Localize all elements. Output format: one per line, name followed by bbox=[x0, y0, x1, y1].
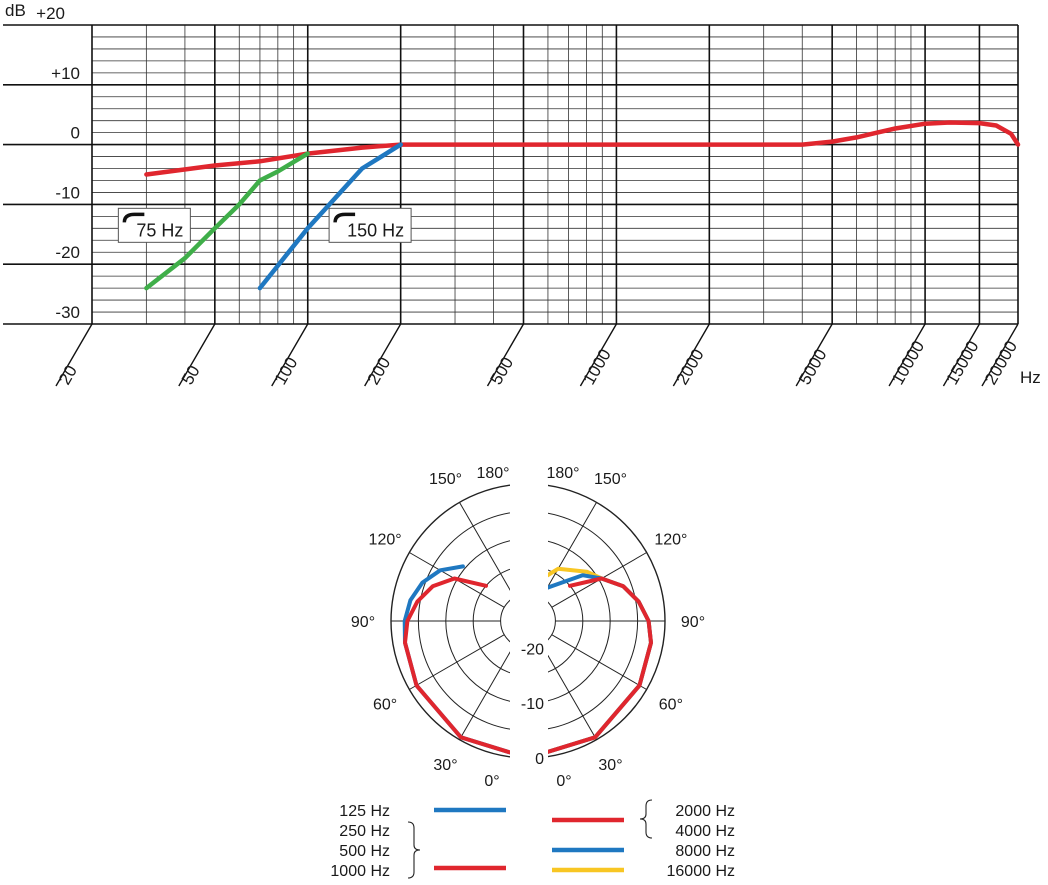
polar-angle-label: 150° bbox=[429, 471, 462, 488]
y-tick-label: +20 bbox=[36, 4, 65, 23]
legend-brace bbox=[639, 799, 653, 839]
polar-series-line bbox=[403, 576, 510, 755]
legend-label: 2000 Hz bbox=[675, 803, 735, 820]
x-tick-label: 100 bbox=[271, 354, 302, 388]
x-tick-mark bbox=[486, 323, 525, 387]
x-tick-label: 1000 bbox=[579, 346, 614, 388]
polar-radial-label: 0 bbox=[535, 751, 544, 768]
annotation-label: 75 Hz bbox=[136, 220, 183, 240]
x-tick-mark bbox=[178, 323, 216, 387]
x-tick-mark bbox=[672, 323, 710, 387]
x-tick-label: 2000 bbox=[672, 346, 707, 388]
y-tick-label: +10 bbox=[51, 64, 80, 83]
polar-angle-label: 0° bbox=[484, 773, 499, 790]
polar-angle-label: 0° bbox=[556, 773, 571, 790]
annotation-box: 75 Hz bbox=[117, 207, 191, 243]
legend-label: 8000 Hz bbox=[675, 843, 735, 860]
polar-series-line bbox=[548, 573, 653, 754]
polar-spoke bbox=[409, 634, 505, 690]
legend-label: 1000 Hz bbox=[330, 863, 390, 880]
x-tick-mark bbox=[579, 323, 618, 387]
y-tick-label: -20 bbox=[55, 243, 80, 262]
polar-half-left bbox=[390, 484, 510, 758]
polar-angle-label: 180° bbox=[546, 465, 579, 482]
legend: 125 Hz 250 Hz 500 Hz 1000 Hz 2000 Hz 4000 Hz 8… bbox=[330, 799, 736, 880]
filter-symbol-icon bbox=[122, 212, 145, 223]
y-tick-label: -10 bbox=[55, 183, 80, 202]
x-tick-mark bbox=[795, 323, 833, 387]
polar-spoke bbox=[548, 654, 597, 740]
polar-spoke bbox=[548, 502, 597, 588]
polar-angle-label: 150° bbox=[594, 471, 627, 488]
polar-angle-label: 60° bbox=[659, 697, 683, 714]
polar-angle-label: 90° bbox=[681, 614, 705, 631]
series-line bbox=[257, 142, 403, 291]
polar-radial-label: -10 bbox=[521, 696, 544, 713]
legend-brace bbox=[407, 821, 421, 879]
series-line bbox=[144, 151, 310, 291]
x-tick-label: 10000 bbox=[888, 338, 928, 388]
polar-angle-label: 120° bbox=[369, 532, 402, 549]
x-tick-mark bbox=[271, 323, 309, 387]
x-tick-label: 20 bbox=[55, 362, 81, 388]
annotation-box: 150 Hz bbox=[328, 207, 412, 243]
annotation-label: 150 Hz bbox=[347, 220, 404, 240]
polar-angle-label: 90° bbox=[351, 614, 375, 631]
legend-label: 4000 Hz bbox=[675, 823, 735, 840]
polar-center-hub bbox=[508, 601, 548, 641]
polar-spoke bbox=[551, 634, 647, 690]
frequency-response-chart: 20 50 100 200 500 1000 2000 5000 10000 1500020000… bbox=[3, 1, 1041, 388]
polar-spoke bbox=[459, 651, 510, 740]
polar-angle-label: 30° bbox=[433, 757, 457, 774]
x-axis-label: Hz bbox=[1020, 368, 1041, 387]
x-tick-mark bbox=[364, 323, 402, 387]
filter-symbol-icon bbox=[333, 212, 356, 223]
x-tick-label: 15000 bbox=[942, 338, 982, 388]
x-tick-label: 5000 bbox=[795, 346, 830, 388]
x-tick-label: 200 bbox=[364, 354, 395, 388]
x-tick-label: 50 bbox=[178, 362, 204, 388]
polar-angle-label: 30° bbox=[598, 757, 622, 774]
legend-label: 250 Hz bbox=[339, 823, 390, 840]
y-axis-label: dB bbox=[5, 1, 26, 20]
legend-label: 125 Hz bbox=[339, 803, 390, 820]
polar-series-line bbox=[548, 576, 653, 754]
y-tick-label: -30 bbox=[55, 303, 80, 322]
series-line bbox=[144, 120, 1021, 177]
legend-label: 500 Hz bbox=[339, 843, 390, 860]
polar-angle-label: 60° bbox=[373, 697, 397, 714]
x-tick-mark bbox=[942, 323, 981, 387]
x-tick-mark bbox=[55, 323, 93, 387]
polar-radial-label: -20 bbox=[521, 641, 544, 658]
polar-angle-label: 180° bbox=[476, 465, 509, 482]
polar-pattern-chart: 180° 150° 120° 90° 60° 30° 0° 180° 150° 120° 90° 60… bbox=[351, 465, 705, 790]
x-tick-label: 20000 bbox=[981, 338, 1021, 388]
legend-label: 16000 Hz bbox=[667, 863, 736, 880]
polar-half-right bbox=[548, 484, 666, 758]
y-tick-label: 0 bbox=[71, 124, 80, 143]
x-tick-mark bbox=[888, 323, 926, 387]
polar-spoke bbox=[459, 502, 510, 591]
x-tick-label: 500 bbox=[487, 354, 518, 388]
x-tick-mark bbox=[981, 323, 1019, 387]
polar-angle-label: 120° bbox=[654, 532, 687, 549]
